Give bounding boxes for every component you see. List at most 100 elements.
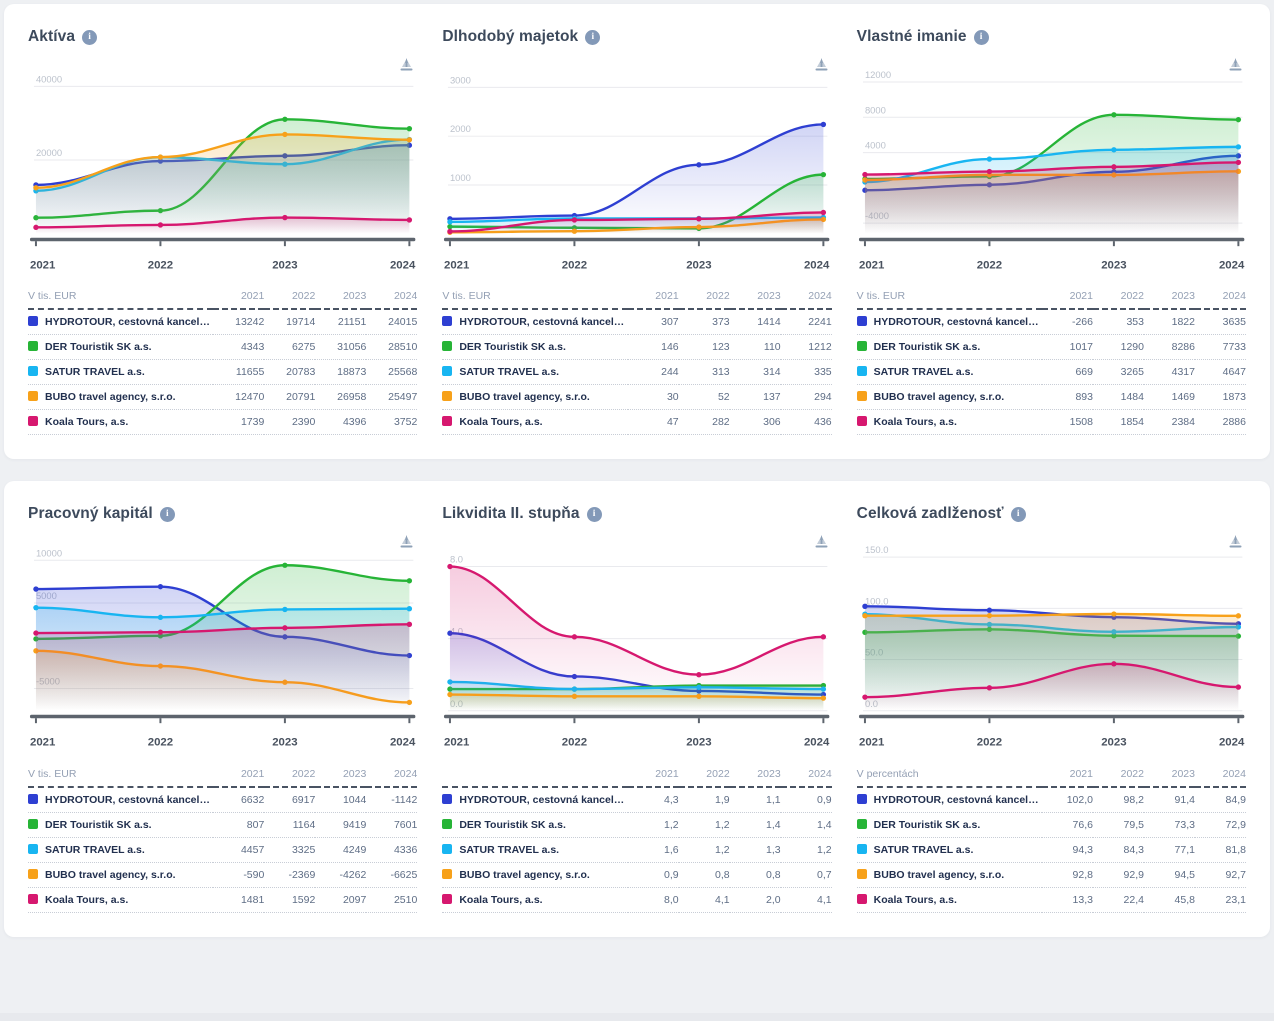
value-cell: 52 — [717, 391, 730, 404]
download-chart-icon[interactable] — [398, 535, 415, 555]
download-chart-icon[interactable] — [813, 58, 830, 78]
x-axis-tick — [1112, 241, 1115, 247]
series-line — [863, 663, 1240, 699]
legend-table-row[interactable]: SATUR TRAVEL a.s. 244 313 314 335 — [442, 360, 832, 385]
value-cell: 1290 — [1120, 341, 1144, 354]
year-column-header: 2022 — [291, 767, 316, 780]
x-axis-year-label: 2024 — [804, 737, 830, 749]
legend-table-row[interactable]: BUBO travel agency, s.r.o. 893 1484 1469 187… — [856, 385, 1246, 410]
legend-table-row[interactable]: DER Touristik SK a.s. 1017 1290 8286 7733 — [856, 335, 1246, 360]
data-point-marker — [282, 214, 288, 221]
value-cell: -4262 — [339, 868, 367, 881]
value-cell: 73,3 — [1174, 818, 1195, 831]
download-chart-icon[interactable] — [1227, 58, 1244, 78]
legend-table-row[interactable]: BUBO travel agency, s.r.o. 0,9 0,8 0,8 0,7 — [442, 862, 832, 888]
download-chart-icon[interactable] — [813, 535, 830, 555]
x-axis-tick — [408, 241, 411, 247]
legend-table-row[interactable]: HYDROTOUR, cestovná kancelári... 6632 6917… — [28, 787, 418, 813]
x-axis-tick — [573, 718, 576, 724]
value-cell: 13,3 — [1072, 893, 1093, 906]
legend-table-row[interactable]: BUBO travel agency, s.r.o. -590 -2369 -4262… — [28, 862, 418, 888]
company-cell: Koala Tours, a.s. — [856, 887, 1042, 912]
panel-header: Dlhodobý majetok i — [442, 24, 831, 50]
value-cell: 9419 — [342, 818, 367, 831]
data-point-marker — [572, 217, 578, 223]
info-icon[interactable]: i — [973, 29, 989, 45]
panel-title: Likvidita II. stupňa — [442, 505, 580, 523]
legend-table-row[interactable]: BUBO travel agency, s.r.o. 30 52 137 294 — [442, 385, 832, 410]
data-point-marker — [1235, 159, 1241, 166]
legend-table-row[interactable]: DER Touristik SK a.s. 4343 6275 31056 28510 — [28, 335, 418, 360]
value-cell: 26958 — [337, 391, 367, 404]
value-cell: 1873 — [1222, 391, 1246, 404]
series-line — [34, 623, 411, 635]
legend-table-row[interactable]: SATUR TRAVEL a.s. 1,6 1,2 1,3 1,2 — [442, 837, 832, 863]
value-cell: 1,2 — [664, 818, 679, 831]
legend-table-row[interactable]: Koala Tours, a.s. 1481 1592 2097 2510 — [28, 887, 418, 913]
legend-table-row[interactable]: DER Touristik SK a.s. 76,6 79,5 73,3 72,9 — [856, 812, 1246, 838]
company-cell: DER Touristik SK a.s. — [856, 812, 1042, 837]
legend-table-row[interactable]: Koala Tours, a.s. 1508 1854 2384 2886 — [856, 410, 1246, 435]
company-cell: DER Touristik SK a.s. — [28, 812, 213, 837]
legend-table-row[interactable]: HYDROTOUR, cestovná kancelári... 13242 197… — [28, 309, 418, 335]
data-point-marker — [861, 604, 868, 610]
table-header: V tis. EUR 2021 2022 2023 2024 — [442, 286, 832, 310]
legend-table-row[interactable]: DER Touristik SK a.s. 146 123 110 1212 — [442, 335, 832, 360]
data-point-marker — [986, 607, 992, 614]
value-cell: 313 — [712, 366, 730, 379]
legend-table-row[interactable]: BUBO travel agency, s.r.o. 92,8 92,9 94,5 92… — [856, 862, 1246, 888]
info-icon[interactable]: i — [159, 506, 175, 522]
value-cell: -590 — [243, 868, 265, 881]
company-cell: HYDROTOUR, cestovná kancelári... — [856, 787, 1042, 813]
legend-table-row[interactable]: DER Touristik SK a.s. 1,2 1,2 1,4 1,4 — [442, 812, 832, 838]
legend-table-row[interactable]: SATUR TRAVEL a.s. 11655 20783 18873 25568 — [28, 360, 418, 385]
company-cell: Koala Tours, a.s. — [442, 887, 627, 912]
data-point-marker — [1110, 611, 1117, 618]
company-name: DER Touristik SK a.s. — [873, 341, 981, 354]
download-chart-icon[interactable] — [1227, 535, 1244, 555]
value-cell: 20783 — [286, 366, 316, 379]
data-point-marker — [986, 613, 992, 619]
legend-table-row[interactable]: SATUR TRAVEL a.s. 669 3265 4317 4647 — [856, 360, 1246, 385]
legend-table-row[interactable]: HYDROTOUR, cestovná kancelári... -266 353 1… — [856, 309, 1246, 335]
legend-table-row[interactable]: Koala Tours, a.s. 13,3 22,4 45,8 23,1 — [856, 887, 1246, 913]
year-column-header: 2024 — [808, 290, 832, 303]
unit-label: V tis. EUR — [28, 767, 77, 780]
value-cell: 1,9 — [715, 793, 730, 806]
info-icon[interactable]: i — [82, 29, 98, 45]
year-column-header: 2024 — [1222, 290, 1246, 303]
info-icon[interactable]: i — [586, 506, 602, 522]
legend-table-row[interactable]: DER Touristik SK a.s. 807 1164 9419 7601 — [28, 812, 418, 838]
company-cell: DER Touristik SK a.s. — [442, 812, 627, 837]
legend-table-row[interactable]: Koala Tours, a.s. 47 282 306 436 — [442, 410, 832, 435]
company-cell: HYDROTOUR, cestovná kancelári... — [442, 787, 628, 813]
legend-table-row[interactable]: HYDROTOUR, cestovná kancelári... 102,0 98,… — [856, 787, 1246, 813]
legend-table-row[interactable]: Koala Tours, a.s. 1739 2390 4396 3752 — [28, 410, 418, 435]
value-cell: 94,5 — [1174, 868, 1195, 881]
legend-table-row[interactable]: SATUR TRAVEL a.s. 94,3 84,3 77,1 81,8 — [856, 837, 1246, 863]
x-axis-line — [29, 715, 416, 719]
value-cell: 893 — [1075, 391, 1093, 404]
unit-label — [442, 764, 627, 787]
legend-table-row[interactable]: BUBO travel agency, s.r.o. 12470 20791 2695… — [28, 385, 418, 410]
series-line — [863, 161, 1240, 176]
value-cell: 4,1 — [715, 893, 730, 906]
legend-table-row[interactable]: HYDROTOUR, cestovná kancelári... 4,3 1,9 1,… — [442, 787, 832, 813]
company-name: Koala Tours, a.s. — [459, 893, 543, 906]
value-cell: 0,7 — [817, 868, 832, 881]
series-area — [864, 664, 1239, 712]
series-color-swatch — [28, 818, 38, 829]
company-name: BUBO travel agency, s.r.o. — [873, 391, 1005, 404]
download-chart-icon[interactable] — [398, 58, 415, 78]
value-cell: 137 — [763, 391, 781, 404]
info-icon[interactable]: i — [1010, 506, 1026, 522]
value-cell: 4336 — [393, 843, 418, 856]
legend-table-row[interactable]: HYDROTOUR, cestovná kancelári... 307 373 14… — [442, 309, 832, 335]
info-icon[interactable]: i — [585, 29, 601, 45]
data-point-marker — [406, 578, 413, 584]
series-color-swatch — [856, 793, 867, 804]
value-cell: 1,6 — [664, 843, 679, 856]
legend-table-row[interactable]: Koala Tours, a.s. 8,0 4,1 2,0 4,1 — [442, 887, 832, 913]
legend-table-row[interactable]: SATUR TRAVEL a.s. 4457 3325 4249 4336 — [28, 837, 418, 863]
